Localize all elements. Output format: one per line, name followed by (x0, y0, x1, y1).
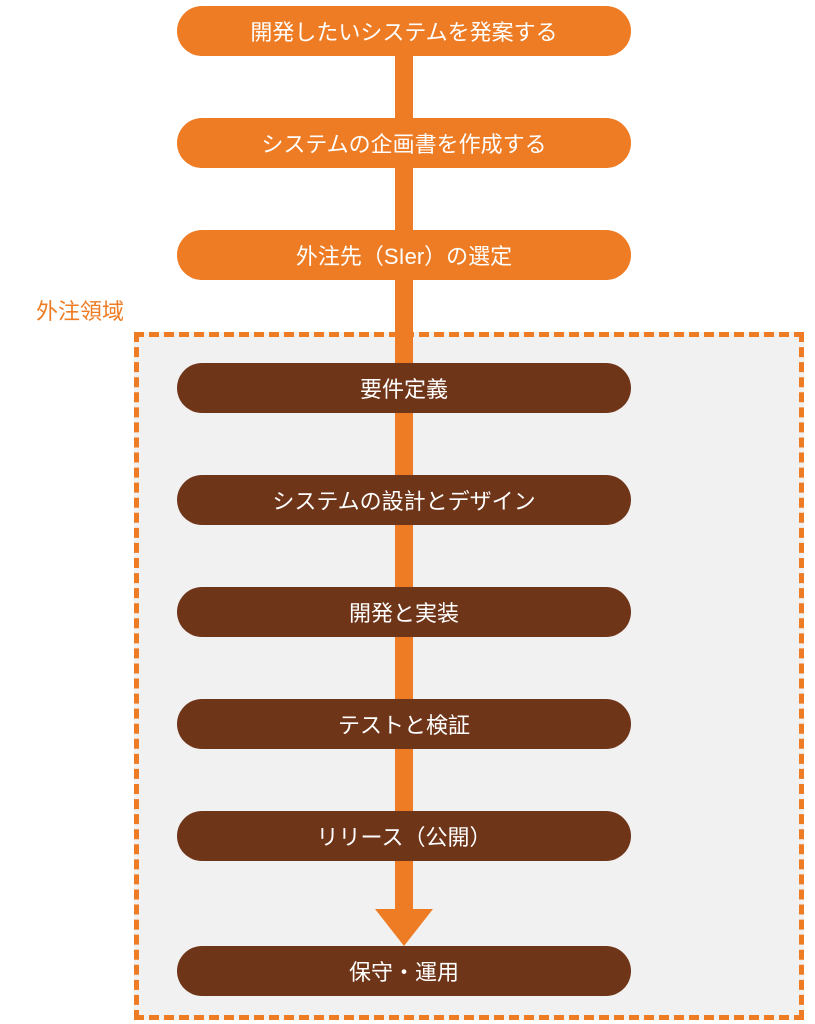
flowchart-canvas: 開発したいシステムを発案する システムの企画書を作成する 外注先（SIer）の選… (0, 0, 815, 1024)
flow-node-label: 開発と実装 (349, 596, 459, 628)
flow-node-label: 要件定義 (360, 372, 448, 404)
flow-node-release: リリース（公開） (177, 811, 631, 861)
flow-node-label: 外注先（SIer）の選定 (296, 239, 512, 271)
flow-node-development: 開発と実装 (177, 587, 631, 637)
flow-node-label: 開発したいシステムを発案する (250, 15, 557, 47)
flow-node-label: システムの設計とデザイン (272, 484, 535, 516)
outsourced-region-label: 外注領域 (36, 294, 124, 326)
flow-arrow-head-icon (375, 909, 433, 946)
flow-node-label: テストと検証 (338, 708, 470, 740)
flow-node-create-proposal: システムの企画書を作成する (177, 118, 631, 168)
flow-node-label: システムの企画書を作成する (261, 127, 546, 159)
flow-node-requirements: 要件定義 (177, 363, 631, 413)
flow-node-label: 保守・運用 (349, 955, 459, 987)
outsourced-region-box (134, 332, 804, 1020)
flow-node-maintenance: 保守・運用 (177, 946, 631, 996)
flow-node-select-sier: 外注先（SIer）の選定 (177, 230, 631, 280)
flow-node-design: システムの設計とデザイン (177, 475, 631, 525)
flow-node-testing: テストと検証 (177, 699, 631, 749)
flow-node-label: リリース（公開） (317, 820, 492, 852)
flow-node-propose-system: 開発したいシステムを発案する (177, 6, 631, 56)
